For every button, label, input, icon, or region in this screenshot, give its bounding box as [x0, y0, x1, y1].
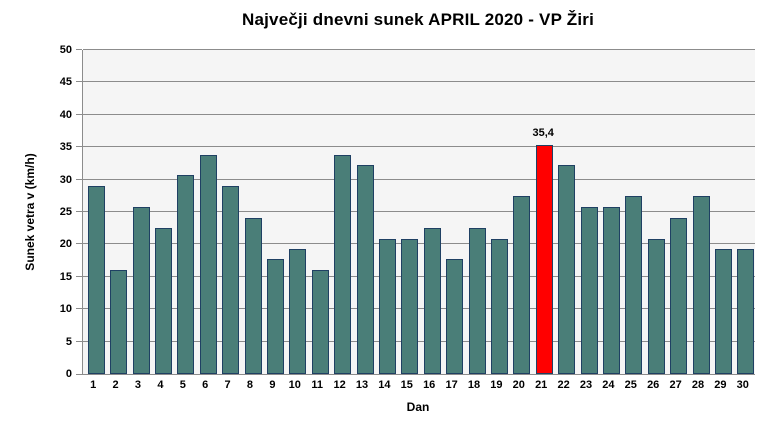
bar-day-23 [580, 207, 598, 374]
x-tick-label-1: 1 [90, 379, 97, 391]
y-tick-label-40: 40 [59, 108, 72, 121]
bar-day-7 [222, 186, 240, 374]
x-tick-label-15: 15 [400, 379, 413, 391]
x-tick-label-8: 8 [246, 379, 254, 391]
y-axis-tick-35 [76, 146, 82, 148]
x-tick-label-23: 23 [579, 379, 593, 391]
x-tick-label-3: 3 [134, 379, 142, 391]
x-tick-label-28: 28 [691, 379, 705, 391]
highlight-value-label: 35,4 [532, 126, 554, 139]
chart-title: Največji dnevni sunek APRIL 2020 - VP Ži… [241, 10, 594, 29]
y-tick-label-20: 20 [59, 238, 72, 251]
x-tick-label-30: 30 [736, 379, 749, 391]
bar-day-6 [199, 154, 217, 374]
x-tick-label-11: 11 [311, 379, 324, 391]
x-tick-label-4: 4 [157, 379, 164, 391]
bar-day-11 [311, 269, 329, 374]
x-axis-title: Dan [406, 400, 430, 414]
bar-day-1 [87, 186, 105, 374]
y-tick-label-35: 35 [59, 141, 72, 154]
x-tick-label-16: 16 [423, 379, 436, 391]
y-axis-tick-50 [76, 49, 82, 50]
bar-day-2 [110, 269, 128, 374]
bar-day-26 [647, 238, 665, 374]
y-tick-label-50: 50 [59, 44, 72, 56]
x-tick-label-14: 14 [378, 379, 391, 391]
x-tick-label-18: 18 [467, 379, 481, 391]
gridline-40 [83, 113, 755, 115]
bar-day-3 [132, 207, 150, 374]
y-axis-tick-15 [76, 275, 82, 277]
x-tick-label-22: 22 [557, 379, 570, 391]
bar-day-27 [670, 217, 688, 374]
bar-day-8 [244, 217, 262, 374]
plot-area [82, 49, 755, 375]
y-tick-label-5: 5 [65, 335, 72, 348]
bar-day-20 [513, 196, 531, 374]
y-axis-tick-25 [76, 211, 82, 212]
y-tick-label-15: 15 [59, 270, 72, 283]
x-tick-label-6: 6 [202, 379, 209, 391]
y-tick-label-25: 25 [59, 206, 72, 218]
gridline-50 [83, 49, 755, 50]
bar-day-17 [446, 258, 464, 374]
x-tick-label-29: 29 [714, 379, 727, 391]
bar-day-12 [334, 154, 352, 374]
x-tick-label-20: 20 [512, 379, 525, 391]
bar-day-21 [535, 144, 553, 374]
x-tick-label-5: 5 [179, 379, 186, 391]
y-axis-tick-30 [76, 178, 82, 180]
x-tick-label-13: 13 [355, 379, 369, 391]
bar-day-24 [602, 207, 620, 374]
bar-day-14 [378, 238, 396, 374]
gridline-15 [83, 275, 755, 277]
x-tick-label-7: 7 [224, 379, 231, 391]
x-tick-label-26: 26 [647, 379, 660, 391]
bar-day-22 [558, 165, 576, 374]
y-axis-tick-40 [76, 113, 82, 115]
bar-day-19 [490, 238, 508, 374]
bar-day-5 [177, 175, 195, 374]
x-tick-label-2: 2 [112, 379, 119, 391]
bar-day-13 [356, 165, 374, 374]
x-tick-label-10: 10 [288, 379, 301, 391]
y-tick-label-30: 30 [59, 173, 72, 186]
x-tick-label-21: 21 [535, 379, 548, 391]
gridline-45 [83, 81, 755, 83]
y-axis-tick-10 [76, 308, 82, 310]
gridline-5 [83, 340, 755, 342]
bar-day-30 [737, 248, 755, 374]
y-tick-label-45: 45 [59, 76, 72, 89]
y-axis-tick-0 [76, 374, 82, 375]
bar-day-18 [468, 227, 486, 374]
bar-day-28 [692, 196, 710, 374]
y-tick-label-10: 10 [59, 303, 72, 316]
gridline-35 [83, 146, 755, 148]
bar-day-15 [401, 238, 419, 374]
x-tick-label-17: 17 [445, 379, 458, 391]
gridline-25 [83, 211, 755, 212]
y-axis-tick-5 [76, 340, 82, 342]
gridline-30 [83, 178, 755, 180]
gridline-10 [83, 308, 755, 310]
bar-day-9 [266, 258, 284, 374]
x-tick-label-9: 9 [269, 379, 276, 391]
bar-day-16 [423, 228, 441, 374]
x-tick-label-12: 12 [333, 379, 346, 391]
x-tick-label-24: 24 [602, 379, 615, 391]
bar-day-29 [714, 248, 732, 374]
bar-day-25 [625, 196, 643, 374]
bar-day-4 [154, 227, 172, 374]
x-tick-label-25: 25 [624, 379, 637, 391]
x-tick-label-27: 27 [669, 379, 682, 391]
y-tick-label-0: 0 [65, 368, 72, 380]
bar-day-10 [289, 248, 307, 374]
gridline-20 [83, 243, 755, 245]
y-axis-tick-45 [76, 81, 82, 83]
y-axis-tick-20 [76, 243, 82, 245]
x-tick-label-19: 19 [490, 379, 503, 391]
